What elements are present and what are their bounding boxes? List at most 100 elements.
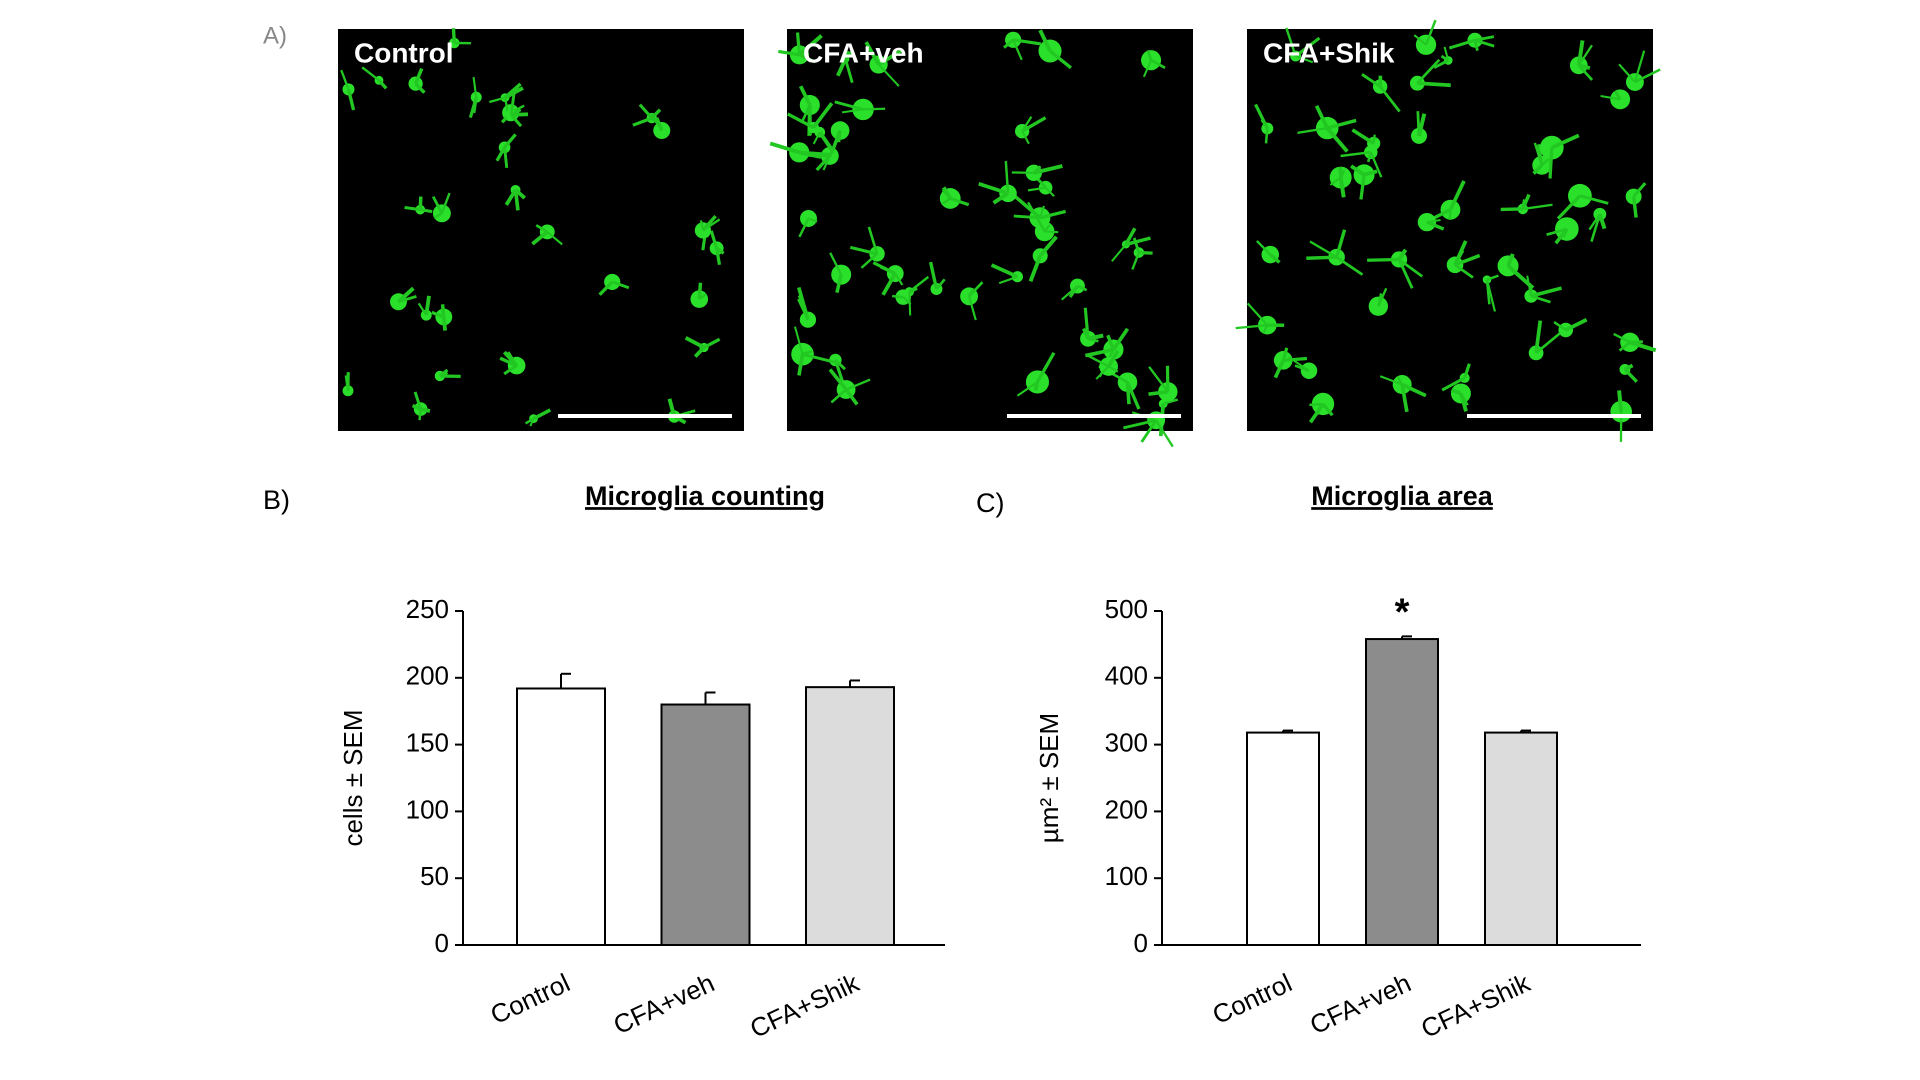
process (797, 298, 810, 321)
process (1448, 180, 1466, 211)
process (1106, 349, 1120, 368)
process (509, 93, 516, 116)
process (908, 291, 912, 316)
process (894, 272, 904, 286)
process (769, 141, 800, 155)
process (799, 150, 833, 157)
process (1155, 419, 1174, 448)
process (503, 364, 518, 376)
process (684, 336, 705, 350)
process (472, 97, 478, 114)
bar (660, 703, 751, 947)
process (1359, 174, 1366, 200)
process (1379, 375, 1403, 386)
process (514, 188, 526, 200)
process (1264, 128, 1269, 144)
process (346, 88, 356, 111)
process (698, 293, 707, 301)
process (798, 34, 823, 57)
process (867, 226, 879, 255)
process (709, 230, 719, 249)
process (1043, 224, 1051, 233)
panel-label: B) (263, 485, 290, 515)
process (1576, 40, 1585, 66)
process (1012, 38, 1042, 46)
process (1433, 59, 1449, 69)
bar (1365, 638, 1439, 947)
process (1613, 332, 1631, 344)
process (1140, 419, 1158, 443)
process (431, 195, 444, 214)
chart-title: Microglia area (1311, 481, 1494, 511)
process (451, 28, 456, 44)
process (1613, 90, 1622, 101)
cell (470, 91, 482, 103)
process (1629, 340, 1657, 353)
process (1326, 118, 1357, 130)
process (1450, 388, 1462, 396)
process (1579, 194, 1609, 205)
process (1400, 384, 1409, 413)
process (1269, 253, 1281, 264)
process (667, 398, 677, 418)
process (1256, 240, 1272, 256)
process (863, 107, 886, 111)
process (830, 388, 847, 404)
process (1027, 201, 1046, 233)
process (1530, 294, 1551, 304)
process (1363, 169, 1378, 177)
process (1044, 230, 1059, 234)
process (1012, 39, 1023, 61)
image-label: CFA+veh (803, 37, 924, 68)
process (699, 220, 705, 231)
process (1038, 29, 1052, 52)
process (892, 294, 904, 299)
process (495, 146, 506, 162)
process (1506, 264, 1535, 290)
process (535, 224, 548, 234)
process (1123, 418, 1157, 430)
process (1148, 366, 1169, 393)
process (1413, 34, 1427, 46)
process (935, 278, 946, 290)
process (877, 48, 903, 67)
process (503, 147, 509, 169)
process (1548, 147, 1554, 179)
bar (1246, 731, 1320, 946)
process (1617, 390, 1624, 412)
process (1350, 164, 1366, 177)
process (1618, 341, 1631, 352)
process (504, 188, 518, 206)
process (990, 263, 1019, 279)
process (1032, 165, 1042, 174)
process (1546, 227, 1568, 236)
process (1633, 50, 1646, 83)
process (650, 113, 663, 132)
process (1021, 130, 1030, 145)
process (441, 316, 448, 331)
process (1474, 38, 1495, 48)
process (1095, 365, 1110, 380)
micrograph: CFA+veh (769, 29, 1193, 448)
process (1369, 151, 1383, 178)
process (941, 197, 951, 205)
process (998, 275, 1018, 285)
process (1474, 35, 1495, 42)
process (1085, 353, 1110, 368)
chart-title: Microglia counting (585, 481, 825, 511)
process (829, 129, 842, 154)
panel-label: C) (976, 488, 1005, 518)
process (1087, 337, 1099, 343)
process (1111, 327, 1130, 351)
process (532, 408, 552, 421)
process (398, 295, 417, 304)
process (843, 50, 850, 60)
process (1044, 186, 1055, 197)
process (440, 304, 446, 318)
process (1036, 352, 1056, 383)
process (697, 282, 703, 300)
process (632, 116, 653, 127)
process (1401, 382, 1427, 398)
process (1351, 128, 1375, 145)
process (795, 32, 802, 55)
